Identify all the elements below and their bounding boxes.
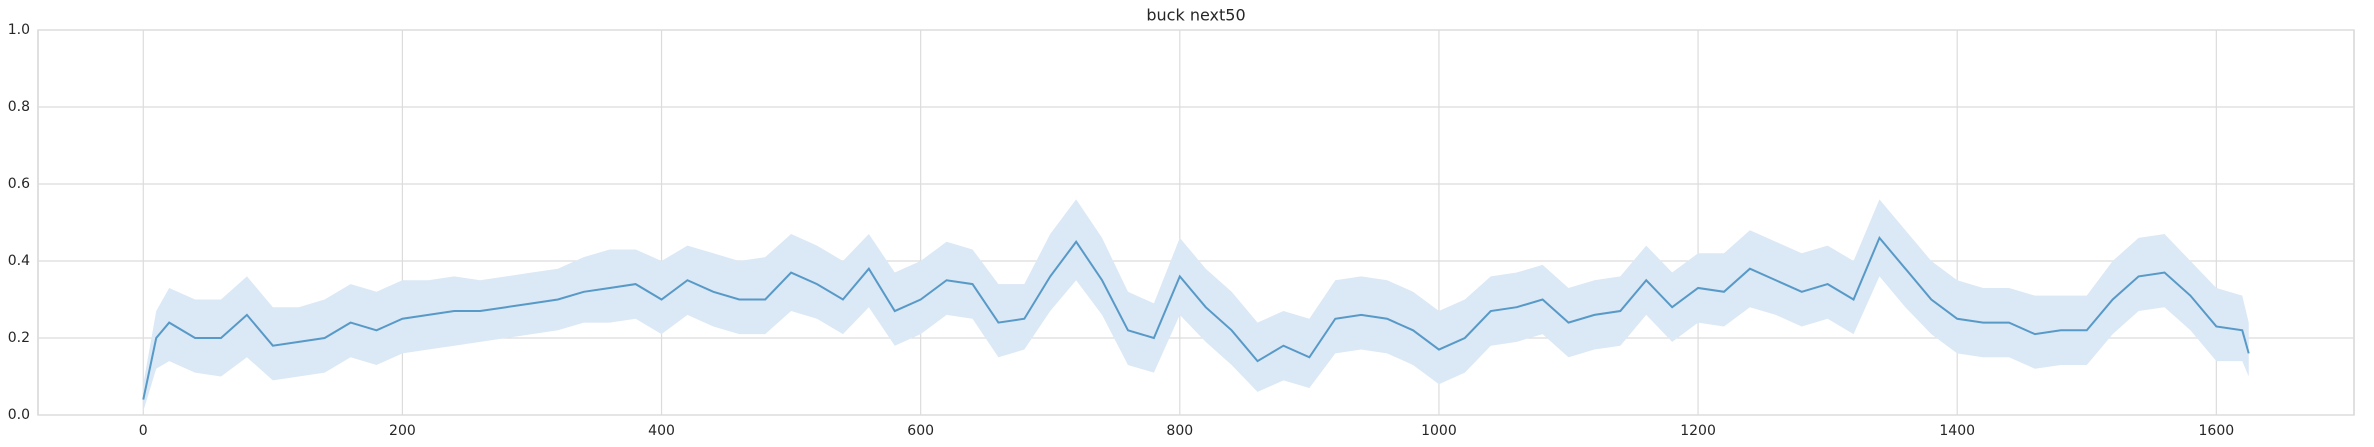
confidence-band bbox=[143, 199, 2249, 412]
x-tick-label: 1200 bbox=[1680, 423, 1716, 439]
chart-title: buck next50 bbox=[1146, 6, 1245, 25]
y-tick-label: 0.8 bbox=[8, 99, 30, 115]
x-tick-label: 400 bbox=[648, 423, 675, 439]
line bbox=[142, 236, 2250, 400]
x-tick-label: 600 bbox=[907, 423, 934, 439]
x-tick-label: 200 bbox=[389, 423, 416, 439]
y-tick-label: 0.4 bbox=[8, 253, 30, 269]
y-tick-label: 1.0 bbox=[8, 22, 30, 38]
x-tick-label: 800 bbox=[1166, 423, 1193, 439]
y-tick-label: 0.6 bbox=[8, 176, 30, 192]
x-tick-label: 1600 bbox=[2199, 423, 2235, 439]
x-tick-label: 1400 bbox=[1939, 423, 1975, 439]
x-tick-label: 0 bbox=[139, 423, 148, 439]
y-tick-label: 0.2 bbox=[8, 330, 30, 346]
x-tick-label: 1000 bbox=[1421, 423, 1457, 439]
y-tick-label: 0.0 bbox=[8, 407, 30, 423]
